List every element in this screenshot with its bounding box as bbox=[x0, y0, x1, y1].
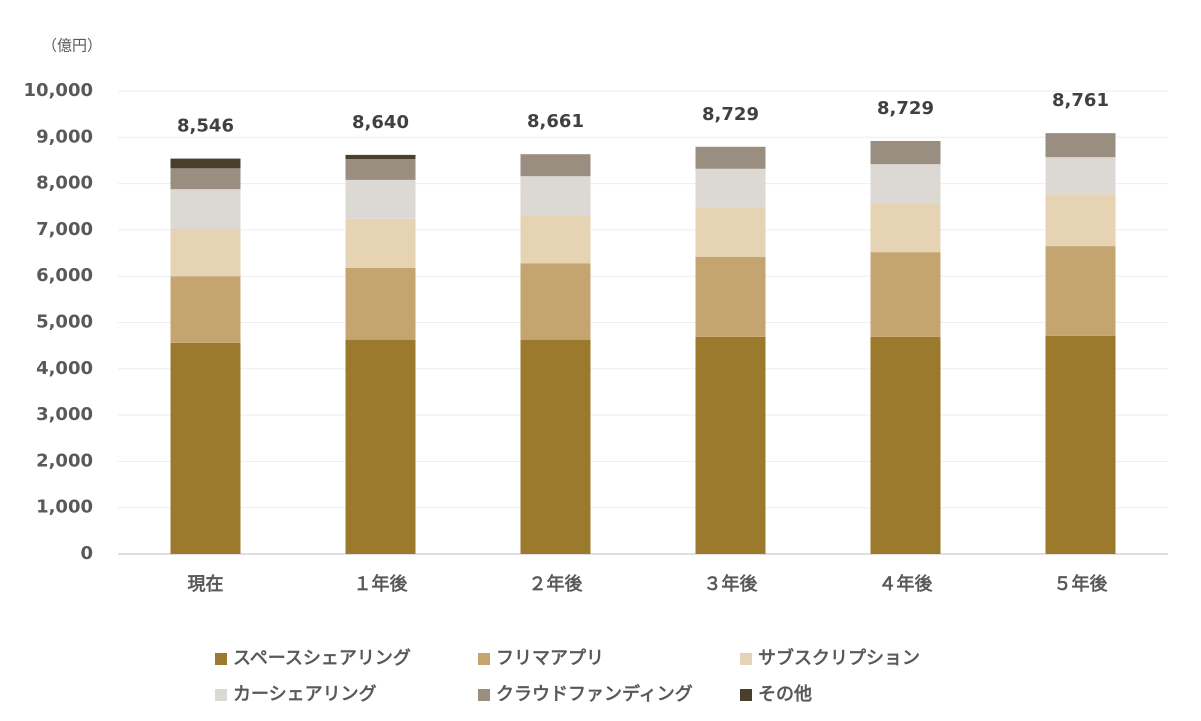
bar-segment bbox=[870, 164, 941, 204]
legend-swatch bbox=[740, 689, 752, 701]
bar-segment bbox=[170, 276, 241, 343]
bar-segment bbox=[520, 263, 591, 340]
bar-segment bbox=[345, 154, 416, 160]
bar-segment bbox=[695, 146, 766, 169]
x-tick-label: ３年後 bbox=[704, 573, 759, 595]
bar-segment bbox=[870, 252, 941, 337]
bar-segment bbox=[345, 218, 416, 268]
bar-segment bbox=[1045, 194, 1116, 247]
y-tick-label: 4,000 bbox=[36, 358, 93, 379]
legend-swatch bbox=[478, 653, 490, 665]
bar-segment bbox=[520, 154, 591, 177]
bar-segment bbox=[170, 158, 241, 169]
x-tick-label: ５年後 bbox=[1054, 573, 1109, 595]
legend-label: フリマアプリ bbox=[496, 647, 604, 669]
total-label: 8,729 bbox=[702, 104, 759, 125]
total-label: 8,661 bbox=[527, 111, 584, 132]
total-label: 8,761 bbox=[1052, 90, 1109, 111]
bar-segment bbox=[1045, 133, 1116, 158]
legend-swatch bbox=[215, 689, 227, 701]
y-tick-label: 0 bbox=[80, 543, 93, 564]
bar-segment bbox=[345, 159, 416, 180]
bar-segment bbox=[695, 168, 766, 208]
bar-segment bbox=[345, 339, 416, 554]
bar-segment bbox=[520, 339, 591, 554]
total-label: 8,640 bbox=[352, 112, 409, 133]
legend-swatch bbox=[740, 653, 752, 665]
unit-label: （億円） bbox=[42, 37, 102, 55]
y-tick-label: 2,000 bbox=[36, 450, 93, 471]
bar-segment bbox=[1045, 246, 1116, 336]
bar-segment bbox=[870, 203, 941, 253]
bar-segment bbox=[1045, 335, 1116, 554]
total-label: 8,729 bbox=[877, 98, 934, 119]
bar-segment bbox=[870, 336, 941, 554]
x-tick-label: ４年後 bbox=[879, 573, 934, 595]
bar-segment bbox=[695, 336, 766, 554]
legend-swatch bbox=[215, 653, 227, 665]
bar-segment bbox=[345, 267, 416, 340]
legend-label: その他 bbox=[758, 683, 812, 705]
bar-segment bbox=[170, 168, 241, 190]
y-tick-label: 5,000 bbox=[36, 312, 93, 333]
legend-swatch bbox=[478, 689, 490, 701]
legend-label: サブスクリプション bbox=[758, 647, 920, 669]
legend-label: クラウドファンディング bbox=[496, 683, 693, 705]
bar-segment bbox=[520, 215, 591, 264]
legend-label: スペースシェアリング bbox=[233, 647, 411, 669]
y-tick-label: 7,000 bbox=[36, 219, 93, 240]
y-tick-label: 1,000 bbox=[36, 497, 93, 518]
x-tick-label: １年後 bbox=[354, 573, 409, 595]
y-tick-label: 3,000 bbox=[36, 404, 93, 425]
x-tick-label: 現在 bbox=[188, 573, 224, 595]
bar-segment bbox=[170, 228, 241, 277]
bar-segment bbox=[695, 207, 766, 257]
y-tick-label: 10,000 bbox=[24, 80, 93, 101]
total-label: 8,546 bbox=[177, 116, 234, 137]
bar-segment bbox=[170, 189, 241, 229]
x-tick-label: ２年後 bbox=[529, 573, 584, 595]
y-tick-label: 9,000 bbox=[36, 126, 93, 147]
bar-segment bbox=[870, 141, 941, 165]
bar-segment bbox=[170, 342, 241, 554]
legend-label: カーシェアリング bbox=[233, 683, 377, 705]
bar-segment bbox=[695, 256, 766, 337]
bar-segment bbox=[345, 179, 416, 219]
bar-segment bbox=[1045, 157, 1116, 195]
bar-segment bbox=[520, 176, 591, 216]
y-tick-label: 8,000 bbox=[36, 173, 93, 194]
y-tick-label: 6,000 bbox=[36, 265, 93, 286]
